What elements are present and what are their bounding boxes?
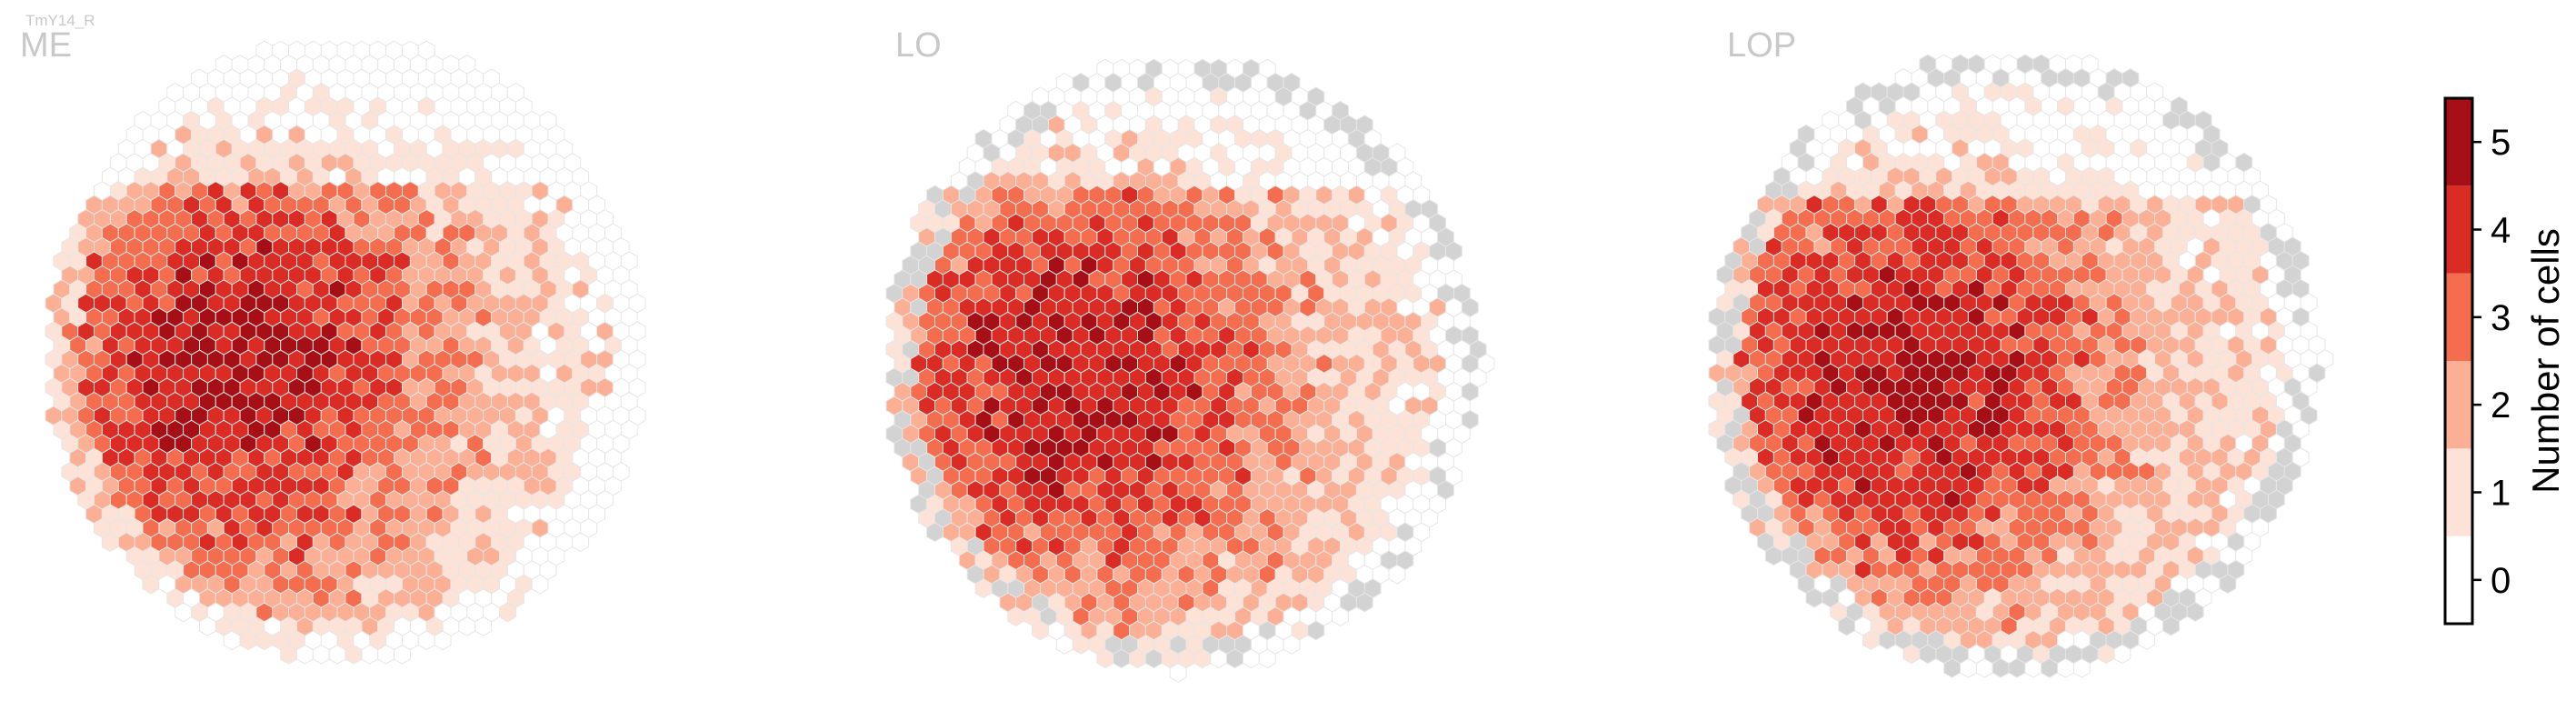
colorbar: 0 1 2 3 4 5 Number of cells [2443, 96, 2567, 626]
hex-cell [926, 522, 944, 543]
hex-cell [1838, 616, 1856, 636]
hex-cell [1878, 630, 1896, 650]
hex-cell [1862, 630, 1880, 650]
colorbar-segment-1 [2445, 448, 2472, 536]
colorbar-tick-label: 4 [2491, 211, 2511, 251]
hex-cell [1388, 564, 1406, 585]
hex-cell [1072, 635, 1090, 655]
hex-cell [1007, 606, 1025, 626]
colorbar-tick-label: 3 [2491, 298, 2511, 338]
hex-cell [344, 644, 363, 665]
hex-cell [1992, 657, 2010, 678]
hex-cell [1764, 546, 1782, 566]
panel-lo: LO [885, 26, 1495, 683]
figure-label: TmY14_R [25, 12, 95, 29]
hex-cell [296, 644, 314, 665]
hex-cell [328, 644, 346, 665]
hex-cell [2138, 630, 2156, 650]
hex-cell [2008, 657, 2026, 678]
hex-cell [239, 630, 257, 651]
hex-cell [2041, 657, 2059, 678]
hex-cell [312, 644, 330, 665]
hex-cell [1055, 635, 1073, 655]
hex-cell [2162, 616, 2180, 636]
colorbar-tick-label: 5 [2491, 123, 2511, 163]
hex-cell [1283, 635, 1301, 655]
hex-cell [1805, 587, 1823, 608]
hex-cell [1919, 644, 1937, 665]
hex-cell [1032, 620, 1049, 641]
colorbar-tick-label: 1 [2491, 474, 2511, 514]
colorbar-segment-4 [2445, 185, 2472, 274]
hex-cell [1960, 657, 1977, 678]
hex-cell [1226, 648, 1243, 669]
hex-cell [2097, 644, 2115, 665]
hex-cell [1096, 648, 1114, 669]
panel-title: LO [895, 26, 942, 65]
hex-cell [1332, 606, 1349, 626]
hex-cell [1902, 644, 1921, 665]
panel-title: LOP [1727, 26, 1796, 65]
colorbar-segment-5 [2445, 98, 2472, 186]
panel-lop: LOP [1708, 26, 2334, 678]
panel-title: ME [20, 26, 72, 65]
hex-cell [1113, 648, 1131, 669]
hex-cell [175, 602, 193, 623]
hex-cell [1943, 657, 1961, 678]
hex-cell [101, 532, 119, 553]
hex-cell [280, 644, 297, 665]
hex-cell [417, 630, 435, 651]
hex-cell [1129, 648, 1146, 669]
hex-cell [361, 644, 379, 665]
hex-cell [2113, 644, 2132, 665]
hex-cell [1307, 620, 1325, 641]
colorbar-label: Number of cells [2524, 228, 2567, 494]
hex-cell [2219, 574, 2237, 594]
hex-cell [1355, 592, 1373, 613]
hex-cell [142, 574, 160, 595]
hex-cell [377, 644, 395, 665]
colorbar-tick-label: 2 [2491, 386, 2511, 426]
hex-cell [1144, 648, 1163, 669]
hex-cell [1169, 662, 1187, 683]
hex-cell [2057, 657, 2074, 678]
hex-cell [199, 616, 216, 636]
hex-cell [2072, 657, 2091, 678]
hex-cell [572, 532, 590, 553]
hex-cell [394, 644, 411, 665]
hex-cell [974, 578, 993, 598]
hex-cell [434, 630, 452, 651]
hex-cell [1210, 648, 1228, 669]
colorbar-segment-2 [2445, 361, 2472, 449]
colorbar-segment-0 [2445, 536, 2472, 624]
hex-cell [223, 630, 241, 651]
colorbar-segment-3 [2445, 273, 2472, 361]
hex-cell [1258, 648, 1276, 669]
hex-cell [531, 574, 549, 595]
hex-cell [499, 602, 516, 623]
hex-cell [458, 616, 476, 636]
hex-cell [2186, 602, 2204, 622]
colorbar-tick-label: 0 [2491, 561, 2511, 601]
hex-cell [2024, 657, 2042, 678]
hex-cell [255, 630, 274, 651]
panel-me: ME [20, 26, 646, 665]
panels: ME LO LOP [20, 26, 2334, 683]
hex-cell [1243, 648, 1260, 669]
hex-cell [1193, 648, 1212, 669]
hex-cell [1975, 657, 1993, 678]
hex-cell [474, 616, 493, 636]
